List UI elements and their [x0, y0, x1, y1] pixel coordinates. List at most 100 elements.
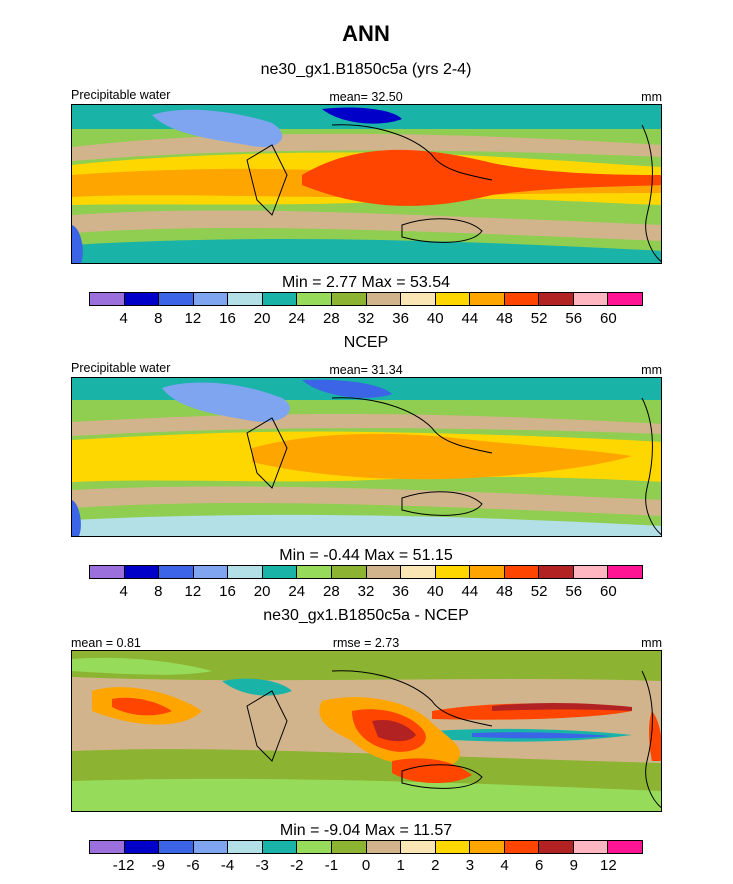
colorbar-swatch — [366, 293, 402, 305]
panel-1-colorbar — [89, 292, 643, 306]
colorbar-tick-label: 4 — [119, 310, 128, 327]
colorbar-tick-label: 20 — [253, 583, 271, 600]
colorbar-swatch — [608, 293, 642, 305]
colorbar-tick-label: 40 — [426, 583, 444, 600]
colorbar-tick-label: 4 — [119, 583, 128, 600]
colorbar-tick-label: 16 — [219, 583, 236, 600]
panel-2-colorbar-labels: 4 8 12 16 20 24 28 32 36 40 44 48 52 56 60 — [89, 583, 643, 601]
colorbar-tick-label: 8 — [154, 583, 163, 600]
panel-1-map — [71, 104, 662, 264]
main-title: ANN — [342, 21, 390, 46]
colorbar-swatch — [159, 566, 194, 578]
panel-1-stats: Min = 2.77 Max = 53.54 — [281, 274, 451, 291]
panel-2-map — [71, 377, 662, 537]
colorbar-tick-label: 0 — [361, 857, 371, 874]
colorbar-tick-label: -6 — [186, 857, 200, 874]
panel-3-stats: Min = -9.04 Max = 11.57 — [279, 822, 453, 839]
colorbar-swatch — [124, 566, 160, 578]
colorbar-swatch — [124, 293, 160, 305]
panel-1-units-label: mm — [641, 90, 662, 104]
panel-3-map-svg — [72, 651, 661, 811]
colorbar-tick-label: 56 — [565, 310, 583, 327]
panel-2-title: NCEP — [343, 334, 389, 351]
colorbar-swatch — [504, 293, 540, 305]
colorbar-swatch — [262, 293, 298, 305]
panel-1-mean-label: mean= 32.50 — [329, 90, 403, 104]
colorbar-swatch — [401, 293, 436, 305]
colorbar-swatch — [228, 841, 263, 853]
colorbar-swatch — [193, 841, 229, 853]
colorbar-tick-label: 16 — [219, 310, 236, 327]
colorbar-tick-label: 36 — [392, 583, 409, 600]
colorbar-swatch — [504, 566, 540, 578]
colorbar-swatch — [366, 841, 402, 853]
colorbar-tick-label: -1 — [324, 857, 339, 874]
colorbar-swatch — [90, 566, 125, 578]
colorbar-swatch — [539, 293, 574, 305]
colorbar-tick-label: 56 — [565, 583, 583, 600]
panel-3-colorbar-labels: -12 -9 -6 -4 -3 -2 -1 0 1 2 3 4 6 9 12 — [89, 857, 643, 875]
colorbar-tick-label: 20 — [253, 310, 271, 327]
colorbar-tick-label: 24 — [288, 583, 306, 600]
panel-3-rmse-label: rmse = 2.73 — [332, 636, 400, 650]
colorbar-tick-label: 24 — [288, 310, 306, 327]
colorbar-swatch — [504, 841, 540, 853]
colorbar-swatch — [297, 566, 332, 578]
colorbar-tick-label: 6 — [534, 857, 544, 874]
panel-3-colorbar — [89, 840, 643, 854]
colorbar-swatch — [573, 841, 609, 853]
colorbar-tick-label: 40 — [426, 310, 444, 327]
colorbar-swatch — [435, 566, 471, 578]
colorbar-tick-label: 44 — [461, 310, 479, 327]
colorbar-tick-label: -3 — [255, 857, 269, 874]
colorbar-tick-label: 28 — [323, 310, 340, 327]
colorbar-swatch — [331, 841, 367, 853]
colorbar-swatch — [470, 841, 505, 853]
colorbar-swatch — [573, 293, 609, 305]
panel-3-mean-label: mean = 0.81 — [71, 636, 141, 650]
colorbar-tick-label: 4 — [500, 857, 509, 874]
colorbar-swatch — [124, 841, 160, 853]
colorbar-tick-label: 28 — [323, 583, 340, 600]
colorbar-swatch — [608, 841, 642, 853]
panel-3-units-label: mm — [641, 636, 662, 650]
panel-2-stats: Min = -0.44 Max = 51.15 — [279, 547, 453, 564]
colorbar-tick-label: 52 — [530, 583, 548, 600]
colorbar-tick-label: 8 — [154, 310, 163, 327]
colorbar-tick-label: -4 — [220, 857, 235, 874]
colorbar-tick-label: 32 — [357, 310, 375, 327]
colorbar-tick-label: 36 — [392, 310, 409, 327]
colorbar-swatch — [573, 566, 609, 578]
panel-2-colorbar — [89, 565, 643, 579]
colorbar-swatch — [331, 293, 367, 305]
colorbar-tick-label: 52 — [530, 310, 548, 327]
colorbar-swatch — [193, 566, 229, 578]
panel-2-map-svg — [72, 378, 661, 536]
colorbar-swatch — [539, 841, 574, 853]
panel-2-mean-label: mean= 31.34 — [329, 363, 403, 377]
colorbar-swatch — [401, 841, 436, 853]
panel-3-map — [71, 650, 662, 812]
colorbar-swatch — [262, 566, 298, 578]
colorbar-swatch — [90, 293, 125, 305]
colorbar-swatch — [435, 293, 471, 305]
panel-3-title: ne30_gx1.B1850c5a - NCEP — [263, 607, 469, 624]
colorbar-tick-label: 12 — [184, 310, 202, 327]
colorbar-swatch — [90, 841, 125, 853]
colorbar-tick-label: -9 — [151, 857, 165, 874]
colorbar-swatch — [297, 293, 332, 305]
panel-2-units-label: mm — [641, 363, 662, 377]
panel-2-variable-label: Precipitable water — [71, 361, 171, 375]
colorbar-swatch — [470, 566, 505, 578]
colorbar-tick-label: 12 — [184, 583, 202, 600]
colorbar-swatch — [608, 566, 642, 578]
colorbar-swatch — [331, 566, 367, 578]
colorbar-tick-label: 1 — [396, 857, 405, 874]
panel-1-variable-label: Precipitable water — [71, 88, 171, 102]
colorbar-swatch — [297, 841, 332, 853]
panel-1-colorbar-labels: 4 8 12 16 20 24 28 32 36 40 44 48 52 56 60 — [89, 310, 643, 328]
colorbar-swatch — [470, 293, 505, 305]
colorbar-swatch — [539, 566, 574, 578]
colorbar-tick-label: 32 — [357, 583, 375, 600]
colorbar-tick-label: 12 — [600, 857, 617, 874]
